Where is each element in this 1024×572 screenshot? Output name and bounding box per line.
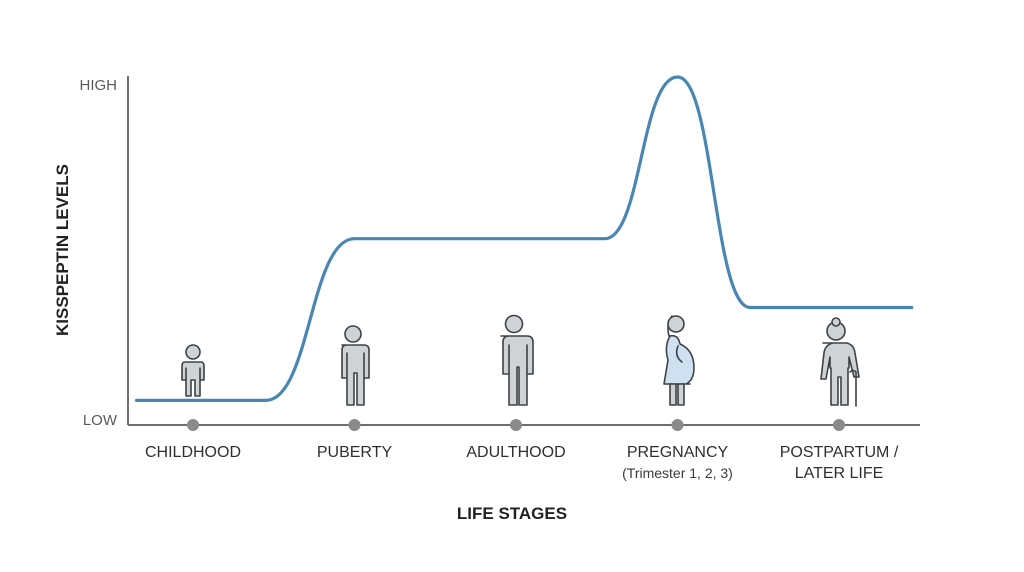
category-dot xyxy=(510,419,522,431)
y-tick-high: HIGH xyxy=(80,77,118,94)
y-axis-title: KISSPEPTIN LEVELS xyxy=(53,164,72,336)
category-label: ADULTHOOD xyxy=(466,444,565,461)
category-label: CHILDHOOD xyxy=(145,444,241,461)
category-dot xyxy=(671,419,684,431)
category-dot xyxy=(833,419,845,431)
category-group: CHILDHOOD PUBERTY ADULTHOOD PREGNANCY (Trime… xyxy=(145,419,899,482)
category-label: PUBERTY xyxy=(317,444,393,461)
category-dot xyxy=(348,419,361,431)
category-sublabel: (Trimester 1, 2, 3) xyxy=(622,465,733,481)
adult-icon xyxy=(500,314,534,406)
y-tick-low: LOW xyxy=(83,412,118,429)
teen-icon xyxy=(341,325,370,406)
child-icon xyxy=(181,344,205,397)
category-label: PREGNANCY xyxy=(627,444,729,461)
kisspeptin-curve xyxy=(134,75,914,403)
x-axis-title: LIFE STAGES xyxy=(457,504,567,523)
elderly-person-icon xyxy=(820,317,860,407)
category-dot xyxy=(187,419,199,431)
pregnant-woman-icon xyxy=(663,315,695,406)
category-sublabel: LATER LIFE xyxy=(795,465,884,482)
category-label: POSTPARTUM / xyxy=(780,444,899,461)
